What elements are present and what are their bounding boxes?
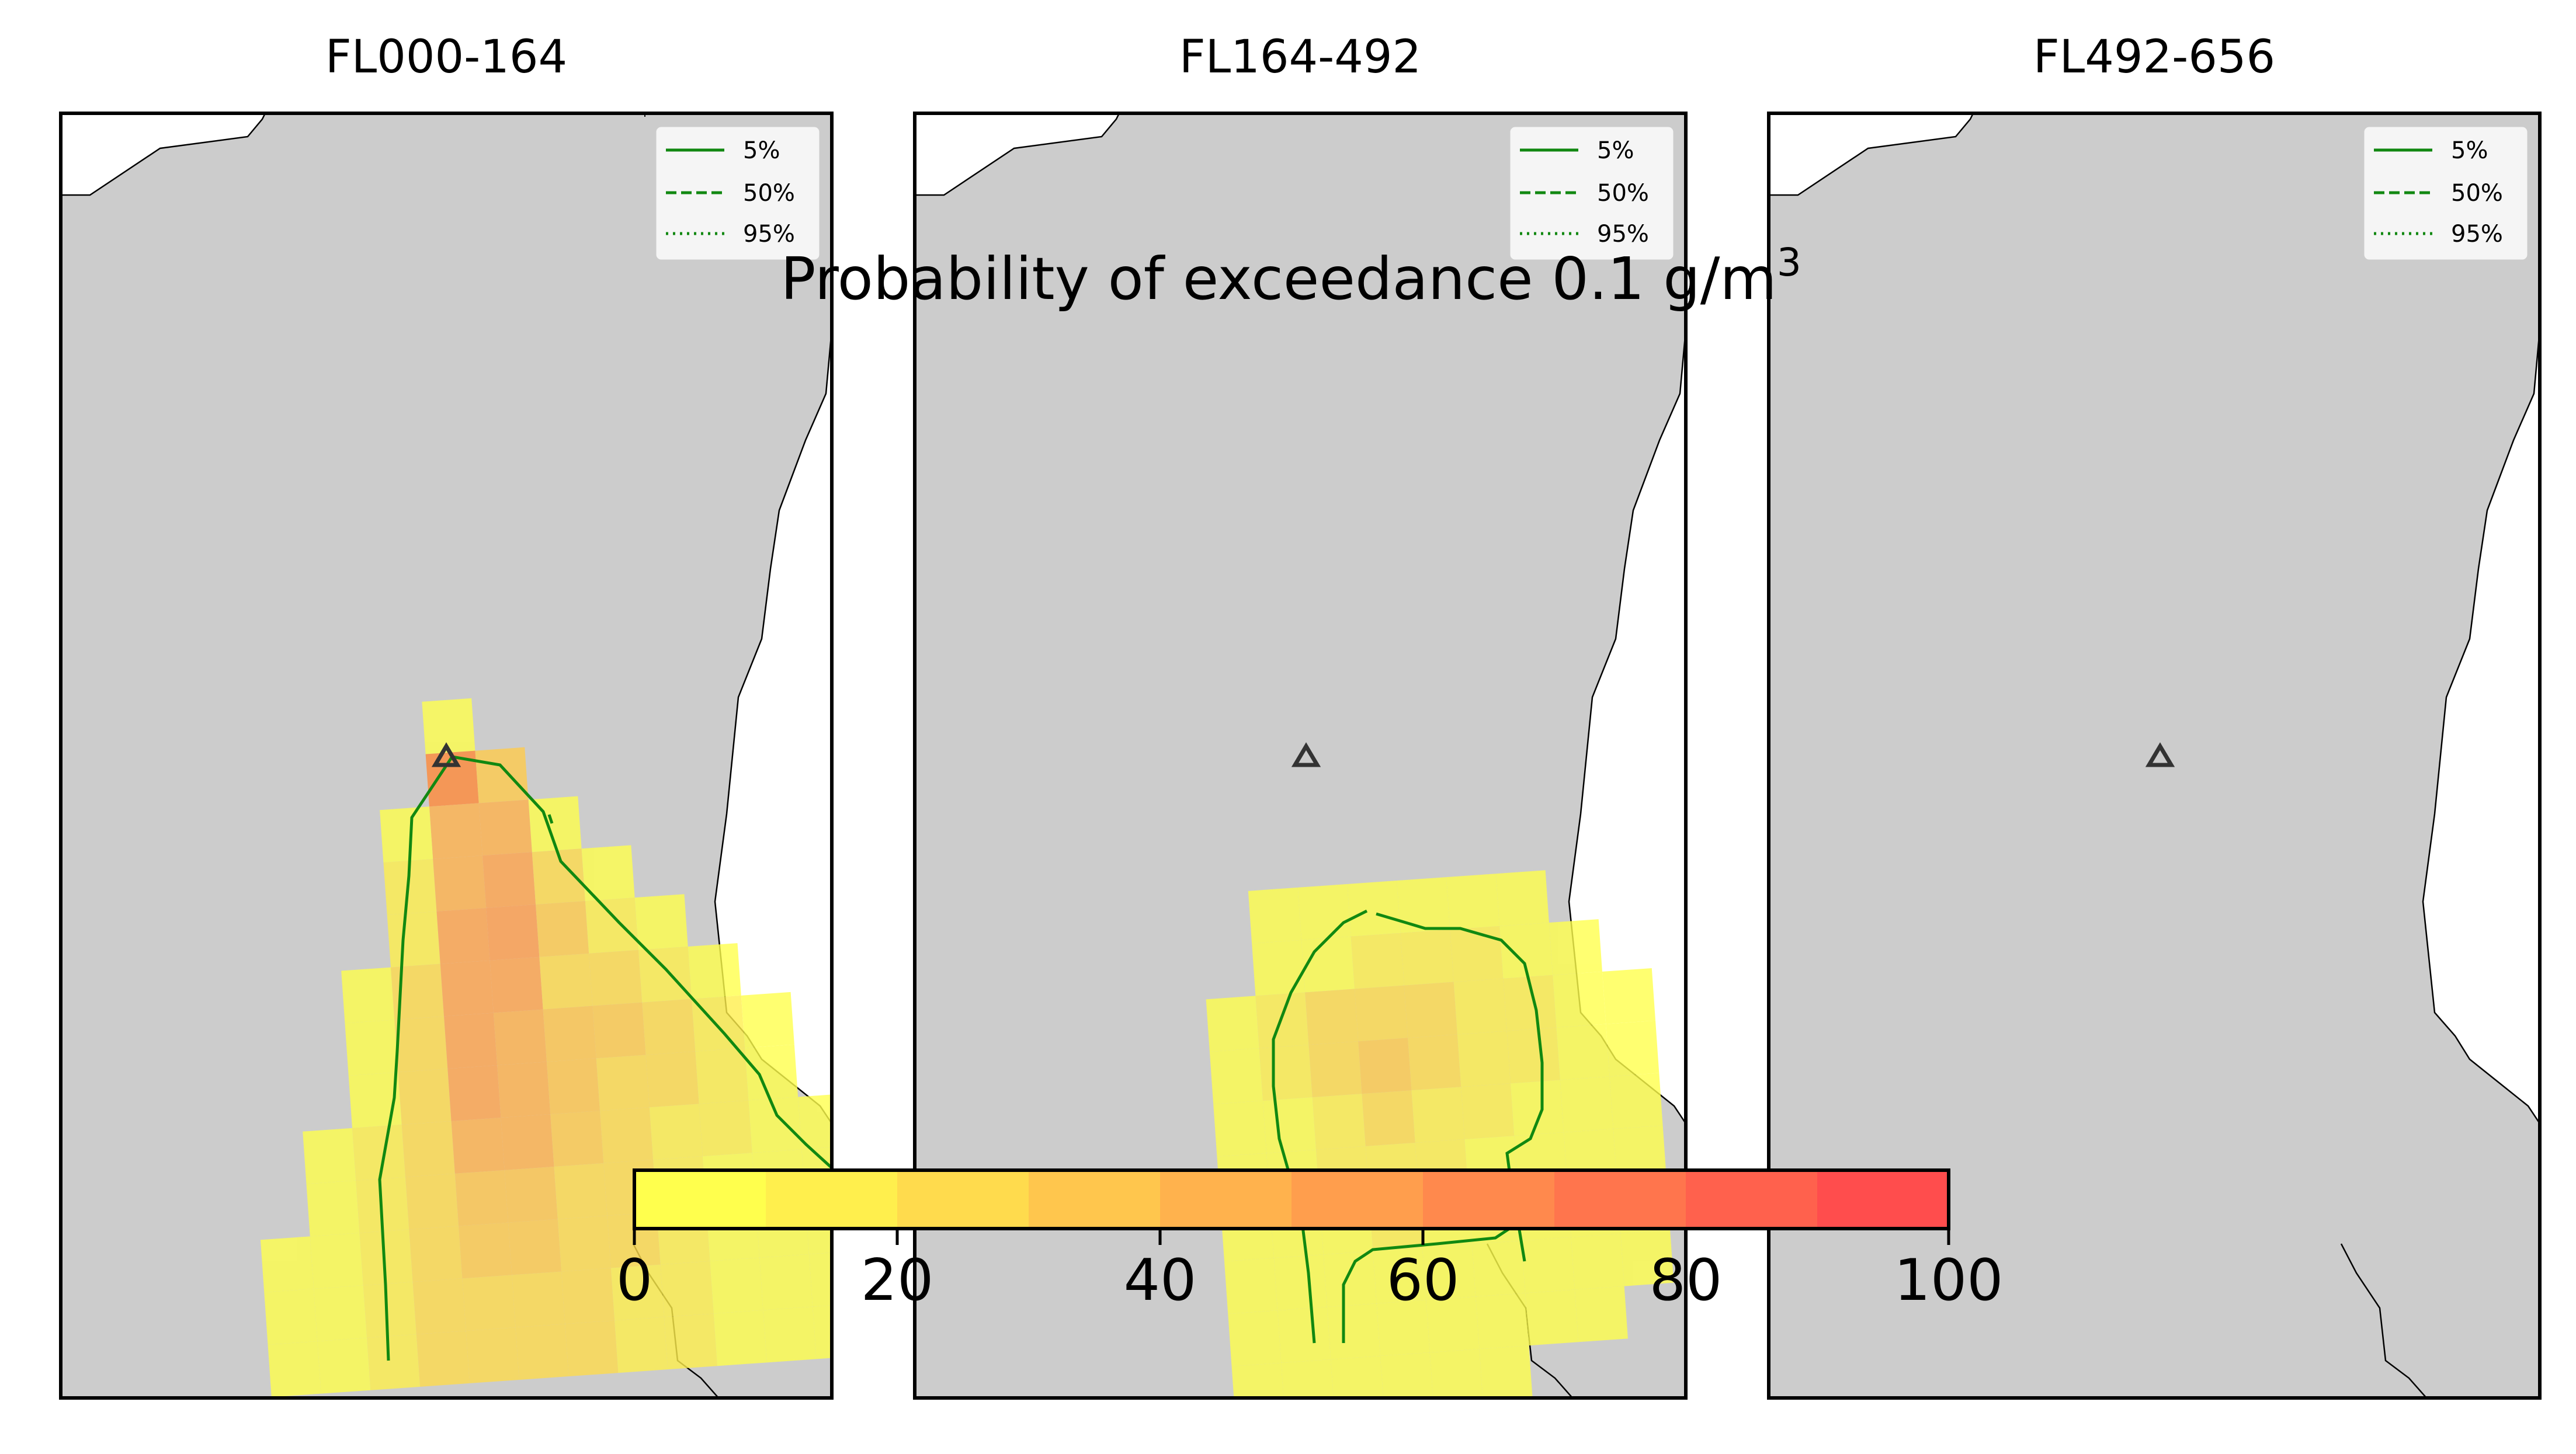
panel-3-frame — [1767, 112, 2542, 1400]
colorbar-frame — [633, 1168, 1950, 1230]
figure-suptitle: Probability of exceedance 0.1 g/m3 — [780, 240, 1801, 313]
colorbar-tick-label: 100 — [1894, 1247, 2003, 1314]
colorbar-segment — [897, 1170, 1029, 1229]
colorbar-tick-label: 0 — [616, 1247, 652, 1314]
colorbar-tick-label: 80 — [1650, 1247, 1723, 1314]
suptitle-text: Probability of exceedance 0.1 g/m — [780, 245, 1777, 313]
panel-1-legend-label-5: 5% — [743, 137, 780, 164]
colorbar-segment — [766, 1170, 898, 1229]
panel-3-legend-label-50: 50% — [2451, 180, 2503, 207]
colorbar-segment — [1686, 1170, 1818, 1229]
panel-2-legend-label-5: 5% — [1597, 137, 1634, 164]
colorbar-segment — [1423, 1170, 1555, 1229]
panel-2-frame — [913, 112, 1688, 1400]
panel-3-legend-label-95: 95% — [2451, 221, 2503, 248]
panel-3-coast-inner — [2340, 1243, 2427, 1398]
panel-1-heatmap — [260, 698, 832, 1397]
colorbar-tick-label: 20 — [861, 1247, 934, 1314]
panel-1-legend-label-50: 50% — [743, 180, 795, 207]
colorbar-segments — [634, 1170, 1949, 1229]
suptitle-superscript: 3 — [1777, 240, 1801, 285]
panel-3-title: FL492-656 — [2033, 31, 2275, 84]
colorbar-segment — [1029, 1170, 1161, 1229]
colorbar-tick-label: 40 — [1124, 1247, 1197, 1314]
panel-2-legend: 5% 50% 95% — [1508, 125, 1675, 262]
panel-1-legend-label-95: 95% — [743, 221, 795, 248]
panel-1-contour-5pct — [378, 755, 832, 1361]
colorbar: 0 20 40 60 80 100 — [616, 1168, 2004, 1314]
panel-2-legend-label-50: 50% — [1597, 180, 1649, 207]
panel-1-contour-5pct-inner — [547, 814, 554, 824]
panel-3-legend: 5% 50% 95% — [2362, 125, 2529, 262]
panel-2-legend-label-95: 95% — [1597, 221, 1649, 248]
panel-1-title: FL000-164 — [325, 31, 567, 84]
panel-2-vent-icon — [1291, 742, 1321, 767]
colorbar-segment — [1554, 1170, 1686, 1229]
colorbar-segment — [1292, 1170, 1424, 1229]
panel-3-vent-icon — [2145, 742, 2175, 767]
panel-3-legend-label-5: 5% — [2451, 137, 2488, 164]
panel-1-vent-icon — [431, 742, 461, 767]
colorbar-segment — [1817, 1170, 1949, 1229]
colorbar-ticks: 0 20 40 60 80 100 — [616, 1229, 2004, 1314]
panel-1-frame — [59, 112, 834, 1400]
colorbar-tick-label: 60 — [1387, 1247, 1460, 1314]
panel-1: FL000-164 — [59, 31, 834, 1400]
colorbar-segment — [634, 1170, 766, 1229]
panel-2-title: FL164-492 — [1179, 31, 1421, 84]
panel-1-legend: 5% 50% 95% — [654, 125, 821, 262]
colorbar-segment — [1160, 1170, 1292, 1229]
